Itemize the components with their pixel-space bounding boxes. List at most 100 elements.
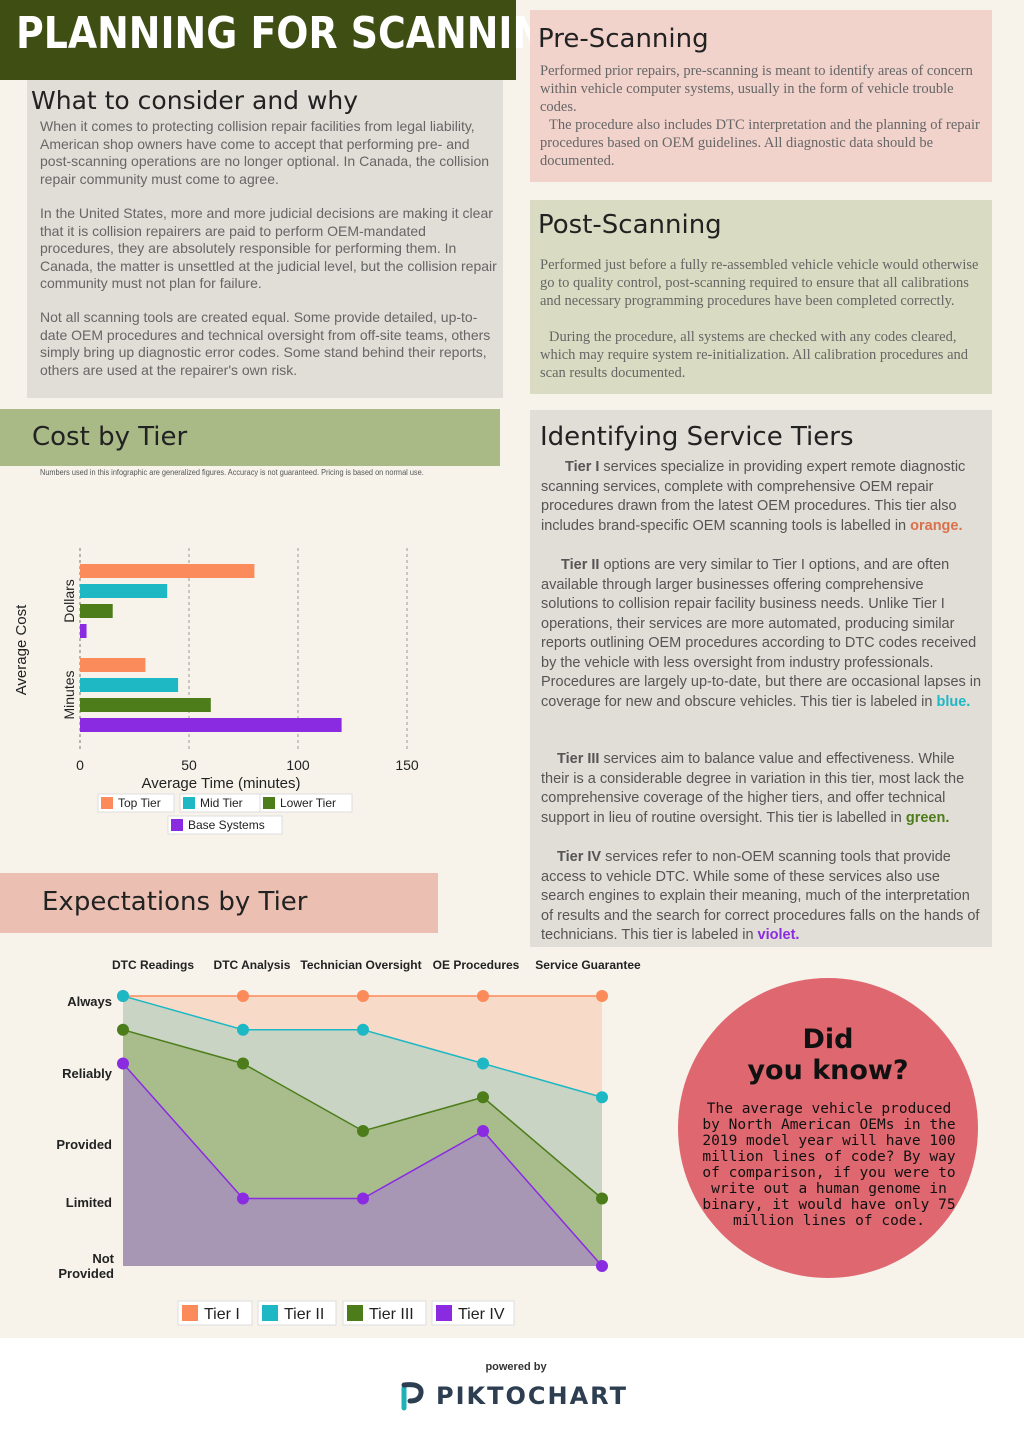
piktochart-mark-icon — [401, 1382, 424, 1411]
legend-label-tier-iii: Tier III — [369, 1306, 414, 1323]
point-tier-i-2 — [357, 990, 369, 1002]
consider-paragraph-3: Not all scanning tools are created equal… — [40, 309, 491, 378]
column-header-technician-oversight: Technician Oversight — [300, 958, 421, 972]
tier-4-description: Tier IV services refer to non-OEM scanni… — [541, 848, 983, 946]
y-level-always: Always — [67, 994, 112, 1009]
tier-3-description: Tier III services aim to balance value a… — [541, 750, 983, 828]
x-tick-label-0: 0 — [76, 757, 84, 773]
consider-paragraph-1: When it comes to protecting collision re… — [40, 118, 490, 187]
point-tier-i-4 — [596, 990, 608, 1002]
legend-swatch-lower-tier — [263, 797, 275, 809]
tier-4-label: Tier IV — [557, 849, 602, 865]
consider-paragraph-2: In the United States, more and more judi… — [40, 205, 497, 291]
expectations-chart: DTC Readings DTC Analysis Technician Overs… — [56, 958, 641, 1326]
tier-1-label: Tier I — [565, 459, 600, 475]
point-tier-iii-4 — [596, 1192, 608, 1205]
powered-by-label: powered by — [485, 1361, 547, 1373]
point-tier-iv-1 — [237, 1192, 249, 1205]
legend-item-lower-tier — [259, 793, 353, 813]
tier-4-color-word: violet. — [757, 927, 800, 943]
did-you-know-heading: Did you know? — [678, 1024, 978, 1086]
bar-dollars-base-systems — [80, 624, 87, 638]
point-tier-ii-1 — [237, 1023, 249, 1036]
legend-swatch-tier-i — [182, 1305, 198, 1321]
tier-2-description: Tier II options are very similar to Tier… — [541, 556, 983, 712]
tier-3-label: Tier III — [557, 751, 600, 767]
did-you-know-circle — [678, 978, 978, 1278]
legend-label-tier-iv: Tier IV — [458, 1306, 505, 1323]
y-level-reliably: Reliably — [62, 1066, 113, 1081]
legend-swatch-tier-iii — [347, 1305, 363, 1321]
piktochart-wordmark: PIKTOCHART — [436, 1382, 628, 1410]
x-tick-label-100: 100 — [286, 757, 310, 773]
point-tier-iii-3 — [477, 1091, 489, 1104]
cost-disclaimer: Numbers used in this infographic are gen… — [40, 468, 424, 477]
cost-chart: 0 50 100 150 Dollars Minutes Average Cost Avera… — [13, 548, 419, 835]
did-you-know-line-1: Did — [802, 1024, 854, 1055]
bar-dollars-mid-tier — [80, 584, 168, 598]
point-tier-iv-4 — [596, 1260, 608, 1272]
point-tier-iii-2 — [357, 1125, 369, 1137]
bar-dollars-top-tier — [80, 564, 255, 578]
did-you-know-text: The average vehicle produced by North Am… — [702, 1101, 956, 1229]
x-axis-title: Average Time (minutes) — [142, 775, 301, 792]
x-tick-label-150: 150 — [395, 757, 419, 773]
consider-panel — [27, 80, 503, 398]
service-tiers-heading: Identifying Service Tiers — [540, 422, 854, 452]
post-scanning-paragraph-2: During the procedure, all systems are ch… — [540, 329, 969, 381]
pre-scanning-paragraph-2: The procedure also includes DTC interpre… — [540, 117, 980, 169]
tier-1-description: Tier I services specialize in providing … — [541, 458, 983, 536]
column-header-oe-procedures: OE Procedures — [433, 958, 520, 972]
point-tier-iv-3 — [477, 1125, 489, 1137]
tier-3-color-word: green. — [905, 809, 950, 826]
post-scanning-panel — [530, 200, 992, 394]
piktochart-logo[interactable]: PIKTOCHART — [400, 1380, 630, 1414]
y-level-limited: Limited — [66, 1195, 112, 1210]
pre-scanning-heading: Pre-Scanning — [538, 24, 709, 54]
point-tier-ii-2 — [357, 1023, 369, 1036]
pre-scanning-paragraph-1: Performed prior repairs, pre-scanning is… — [540, 63, 973, 115]
point-tier-i-1 — [237, 990, 249, 1002]
legend-label-top-tier: Top Tier — [118, 796, 161, 810]
expectations-heading-bar — [0, 873, 438, 933]
service-tiers-panel — [530, 410, 992, 947]
legend-swatch-tier-iv — [436, 1305, 452, 1321]
legend-item-top-tier — [97, 793, 175, 813]
y-axis-title: Average Cost — [13, 604, 30, 695]
tier-3-text: services aim to balance value and effect… — [541, 751, 965, 826]
point-tier-ii-0 — [117, 990, 129, 1002]
tier-4-text: services refer to non-OEM scanning tools… — [541, 849, 980, 943]
column-header-service-guarantee: Service Guarantee — [535, 958, 641, 972]
column-header-dtc-readings: DTC Readings — [112, 958, 194, 972]
cost-heading-bar — [0, 409, 500, 466]
footer — [0, 1338, 1024, 1437]
tier-2-label: Tier II — [561, 557, 600, 573]
y-level-provided-2: Provided — [58, 1266, 114, 1281]
y-level-not: Not — [92, 1251, 114, 1266]
category-label-dollars: Dollars — [61, 579, 77, 623]
legend-item-base-systems — [167, 815, 283, 835]
area-tier-iv — [123, 1063, 602, 1266]
cost-heading: Cost by Tier — [32, 422, 188, 452]
bar-minutes-base-systems — [80, 718, 342, 732]
point-tier-ii-4 — [596, 1091, 608, 1104]
point-tier-i-3 — [477, 990, 489, 1002]
y-level-provided: Provided — [56, 1137, 112, 1152]
tier-1-text: services specialize in providing expert … — [541, 459, 966, 534]
legend-swatch-top-tier — [101, 797, 113, 809]
legend-label-mid-tier: Mid Tier — [200, 796, 243, 810]
bar-minutes-lower-tier — [80, 698, 211, 712]
expectations-heading: Expectations by Tier — [42, 887, 308, 917]
tier-2-color-word: blue. — [936, 693, 971, 710]
point-tier-iv-0 — [117, 1057, 129, 1070]
legend-label-tier-i: Tier I — [204, 1306, 240, 1323]
point-tier-iv-2 — [357, 1192, 369, 1205]
category-label-minutes: Minutes — [61, 670, 77, 719]
point-tier-iii-0 — [117, 1023, 129, 1036]
tier-2-text: options are very similar to Tier I optio… — [541, 557, 982, 710]
point-tier-ii-3 — [477, 1057, 489, 1070]
legend-swatch-tier-ii — [262, 1305, 278, 1321]
pre-scanning-panel — [530, 10, 992, 182]
legend-swatch-mid-tier — [183, 797, 195, 809]
legend-label-lower-tier: Lower Tier — [280, 796, 336, 810]
